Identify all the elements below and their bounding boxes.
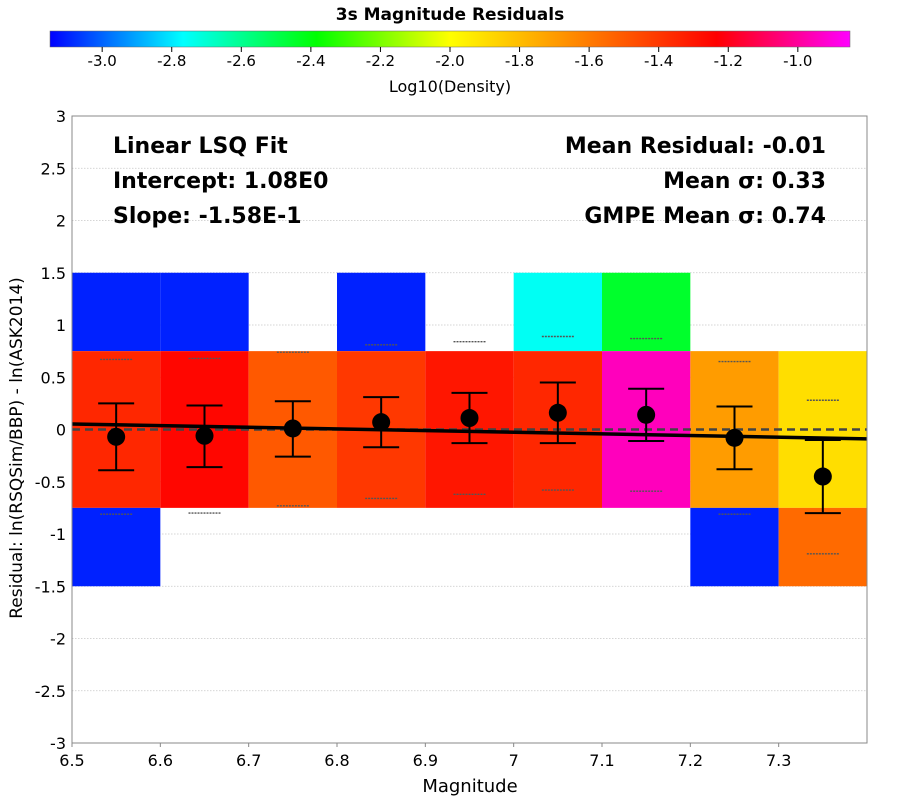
- x-tick-labels: 6.5 6.6 6.7 6.8 6.9 7 7.1 7.2 7.3: [59, 743, 791, 770]
- fit-annotation: Intercept: 1.08E0: [113, 169, 328, 194]
- y-tick-label: 3: [56, 107, 66, 126]
- x-tick-label: 6.9: [413, 751, 438, 770]
- y-axis-label: Residual: ln(RSQSim/BBP) - ln(ASK2014): [7, 277, 27, 619]
- residual-annotation: Mean Residual: -0.01: [565, 134, 826, 159]
- y-tick-label: -1.5: [35, 577, 66, 596]
- y-tick-label: -0.5: [35, 473, 66, 492]
- colorbar-tick-label: -1.6: [574, 52, 603, 70]
- residual-annotations: Mean Residual: -0.01 Mean σ: 0.33 GMPE Mea…: [565, 134, 826, 229]
- x-tick-label: 6.7: [236, 751, 261, 770]
- chart-title: 3s Magnitude Residuals: [336, 5, 564, 25]
- x-tick-label: 7: [509, 751, 519, 770]
- colorbar-label: Log10(Density): [389, 77, 511, 96]
- x-tick-label: 7.1: [589, 751, 614, 770]
- mean-point: [813, 467, 832, 486]
- x-tick-label: 6.5: [59, 751, 84, 770]
- colorbar-gradient: [49, 30, 851, 48]
- mean-point: [548, 403, 567, 422]
- x-tick-label: 7.3: [766, 751, 791, 770]
- heatmap-cell: [778, 507, 867, 587]
- fit-annotation: Slope: -1.58E-1: [113, 204, 302, 229]
- mean-point: [107, 427, 126, 446]
- colorbar-tick-label: -1.0: [783, 52, 812, 70]
- heatmap-cell: [690, 507, 779, 587]
- heatmap-cell: [72, 507, 161, 587]
- y-tick-label: -1: [50, 525, 66, 544]
- y-tick-label: 0: [56, 421, 66, 440]
- heatmap-cell: [160, 272, 249, 352]
- colorbar: -3.0 -2.8 -2.6 -2.4 -2.2 -2.0 -1.8 -1.6 -1.4 -1.2…: [49, 30, 851, 96]
- colorbar-tick-label: -2.2: [366, 52, 395, 70]
- colorbar-tick-label: -1.8: [505, 52, 534, 70]
- fit-annotation: Linear LSQ Fit: [113, 134, 288, 159]
- y-tick-label: 1.5: [41, 264, 66, 283]
- mean-point: [725, 428, 744, 447]
- colorbar-tick-label: -1.2: [714, 52, 743, 70]
- colorbar-tick-label: -1.4: [644, 52, 673, 70]
- mean-points: [98, 381, 841, 515]
- x-tick-label: 7.2: [678, 751, 703, 770]
- mean-point: [637, 405, 656, 424]
- x-axis-label: Magnitude: [422, 776, 517, 797]
- heatmap-cell: [72, 272, 161, 352]
- x-tick-label: 6.8: [324, 751, 349, 770]
- heatmap-cell: [337, 272, 426, 352]
- fit-annotations: Linear LSQ Fit Intercept: 1.08E0 Slope: -1…: [113, 134, 328, 229]
- y-tick-labels: -3 -2.5 -2 -1.5 -1 -0.5 0 0.5 1 1.5 2 2.5 3: [35, 107, 66, 753]
- heatmap-cell: [602, 272, 691, 352]
- y-tick-label: -2.5: [35, 682, 66, 701]
- mean-point: [195, 426, 214, 445]
- residual-annotation: Mean σ: 0.33: [663, 169, 826, 194]
- y-tick-label: -2: [50, 630, 66, 649]
- y-tick-label: 2: [56, 212, 66, 231]
- mean-point: [372, 413, 391, 432]
- mean-point: [460, 409, 479, 428]
- x-tick-label: 6.6: [148, 751, 173, 770]
- mean-point: [283, 419, 302, 438]
- colorbar-tick-label: -2.6: [227, 52, 256, 70]
- colorbar-tick-label: -2.8: [157, 52, 186, 70]
- residual-annotation: GMPE Mean σ: 0.74: [584, 204, 826, 229]
- heatmap-cell: [513, 272, 602, 352]
- y-tick-label: 1: [56, 316, 66, 335]
- gmpe-bounds: [100, 335, 839, 555]
- colorbar-ticks: -3.0 -2.8 -2.6 -2.4 -2.2 -2.0 -1.8 -1.6 -1.4 -1.2…: [88, 47, 812, 70]
- y-tick-label: 2.5: [41, 159, 66, 178]
- colorbar-tick-label: -2.4: [296, 52, 325, 70]
- plot-frame: [71, 115, 868, 744]
- y-tick-label: 0.5: [41, 368, 66, 387]
- colorbar-tick-label: -3.0: [88, 52, 117, 70]
- y-tick-label: -3: [50, 734, 66, 753]
- colorbar-tick-label: -2.0: [435, 52, 464, 70]
